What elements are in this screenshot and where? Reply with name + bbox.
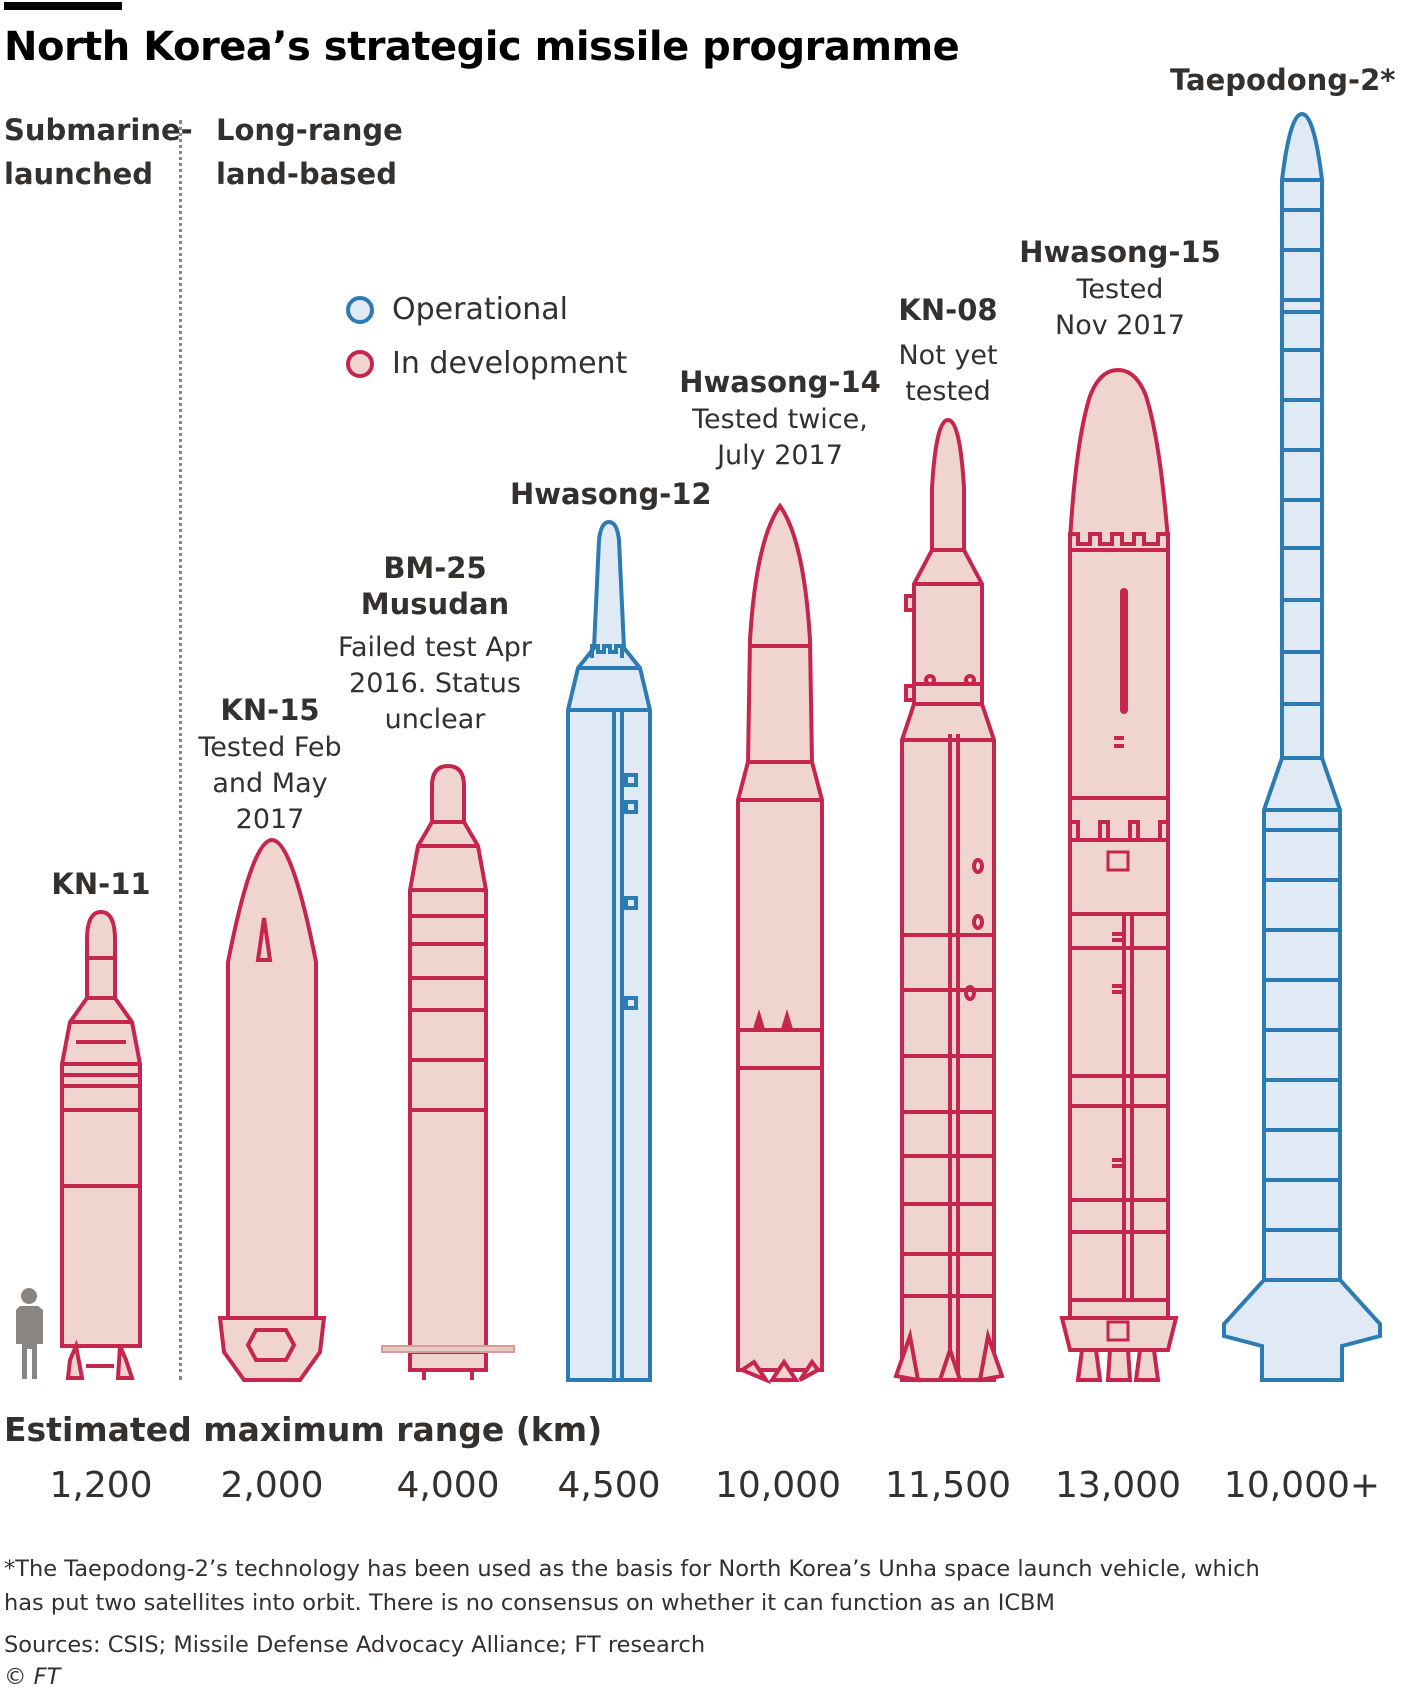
footnote-line-1: *The Taepodong-2’s technology has been u… (4, 1556, 1260, 1582)
missile-name-hwasong-15: Hwasong-15 (1019, 235, 1221, 269)
missile-name-kn-11: KN-11 (51, 867, 151, 901)
missile-name-hwasong-12: Hwasong-12 (510, 477, 712, 511)
range-bm-25-musudan: 4,000 (396, 1465, 500, 1506)
missile-kn-11 (60, 909, 142, 1380)
category-divider (179, 120, 182, 1380)
operational-swatch (346, 295, 374, 324)
copyright: © FT (4, 1664, 61, 1690)
range-hwasong-15: 13,000 (1055, 1465, 1181, 1506)
missile-kn-15 (217, 837, 327, 1382)
missile-diagram (16, 111, 1382, 1385)
missile-note-kn-08: Not yet tested (898, 340, 998, 407)
missile-name-taepodong-2: Taepodong-2* (1170, 63, 1396, 97)
legend-operational: Operational (346, 292, 568, 327)
missile-note-bm-25-musudan: Failed test Apr 2016. Status unclear (337, 632, 533, 735)
category-submarine-launched: Submarine- launched (4, 113, 193, 191)
range-hwasong-14: 10,000 (715, 1465, 841, 1506)
sources: Sources: CSIS; Missile Defense Advocacy … (4, 1632, 706, 1658)
missile-taepodong-2 (1222, 111, 1382, 1382)
missile-name-hwasong-14: Hwasong-14 (679, 365, 881, 399)
range-hwasong-12: 4,500 (557, 1465, 661, 1506)
range-kn-15: 2,000 (220, 1465, 324, 1506)
page-title: North Korea’s strategic missile programm… (4, 24, 960, 70)
person-scale-icon (16, 1288, 43, 1379)
missile-note-hwasong-15: Tested Nov 2017 (1055, 274, 1185, 341)
missile-kn-08 (893, 417, 1005, 1383)
missile-bm-25-musudan (381, 763, 515, 1380)
range-taepodong-2: 10,000+ (1223, 1465, 1381, 1506)
missile-name-kn-15: KN-15 (220, 693, 320, 727)
legend-operational-label: Operational (392, 292, 569, 327)
missile-hwasong-15 (1059, 367, 1179, 1382)
range-section-title: Estimated maximum range (km) (4, 1410, 603, 1449)
missile-hwasong-12 (566, 519, 652, 1382)
category-long-range-land-based: Long-range land-based (216, 113, 403, 191)
range-kn-11: 1,200 (49, 1465, 153, 1506)
footnote-line-2: has put two satellites into orbit. There… (4, 1590, 1055, 1616)
missile-name-kn-08: KN-08 (898, 293, 998, 327)
missile-hwasong-14 (736, 502, 824, 1385)
missile-note-kn-15: Tested Feb and May 2017 (198, 732, 342, 835)
missile-name-bm-25-musudan: BM-25 Musudan (360, 551, 510, 621)
legend-development-label: In development (392, 346, 628, 381)
range-kn-08: 11,500 (885, 1465, 1011, 1506)
development-swatch (346, 349, 374, 378)
header-rule (4, 2, 122, 10)
missile-note-hwasong-14: Tested twice, July 2017 (692, 404, 868, 471)
legend-in-development: In development (346, 346, 627, 381)
